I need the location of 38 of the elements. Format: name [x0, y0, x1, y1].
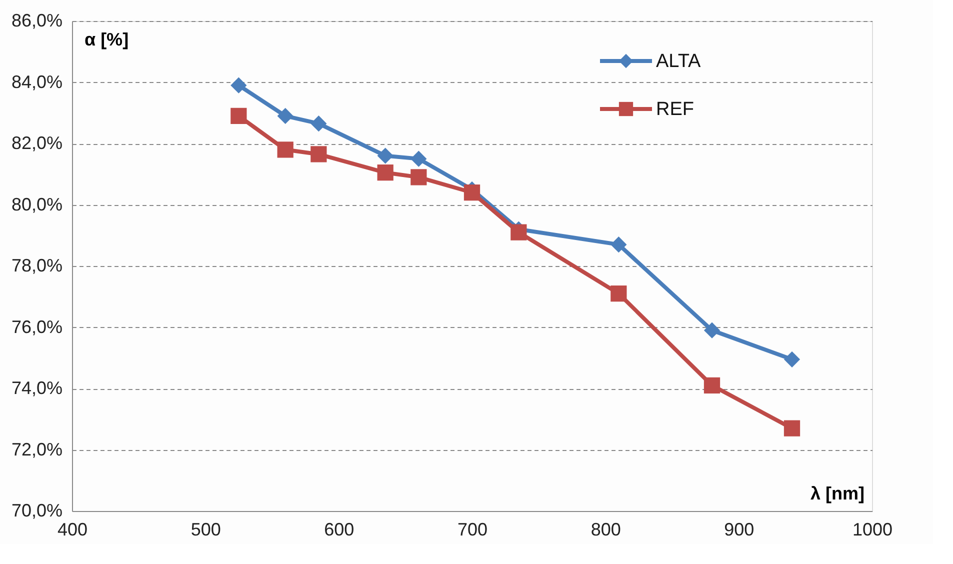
y-tick-label: 74,0% — [11, 378, 62, 398]
legend-label: ALTA — [656, 51, 702, 72]
y-tick-label: 86,0% — [11, 10, 62, 30]
y-tick-label: 78,0% — [11, 256, 62, 276]
y-tick-label: 76,0% — [11, 316, 62, 337]
y-axis-title: α [%] — [84, 30, 129, 50]
point — [410, 150, 427, 167]
y-tick-label: 80,0% — [11, 194, 62, 214]
point — [464, 184, 480, 201]
point — [784, 420, 800, 436]
point — [610, 286, 627, 302]
y-tick-label: 82,0% — [11, 133, 62, 153]
point — [377, 164, 394, 181]
point — [277, 142, 294, 158]
x-axis-title: λ [nm] — [810, 484, 864, 504]
legend-label: REF — [656, 99, 694, 120]
point — [377, 148, 394, 164]
point — [610, 236, 627, 253]
point — [704, 377, 720, 394]
x-tick-label: 900 — [724, 520, 754, 540]
x-tick-label: 600 — [324, 520, 354, 540]
point — [410, 169, 427, 186]
x-tick-label: 800 — [590, 520, 621, 540]
point — [310, 116, 327, 132]
point — [230, 108, 247, 124]
point — [310, 146, 327, 162]
point — [510, 224, 527, 240]
x-tick-label: 1000 — [852, 520, 893, 540]
point — [277, 108, 294, 124]
point — [704, 322, 720, 338]
point — [230, 77, 247, 94]
x-tick-label: 500 — [190, 520, 221, 540]
x-tick-label: 700 — [457, 520, 488, 540]
point — [784, 351, 800, 368]
x-tick-label: 400 — [57, 520, 88, 540]
y-tick-label: 72,0% — [11, 439, 62, 460]
y-tick-label: 84,0% — [11, 72, 62, 92]
y-tick-label: 70,0% — [11, 500, 62, 520]
